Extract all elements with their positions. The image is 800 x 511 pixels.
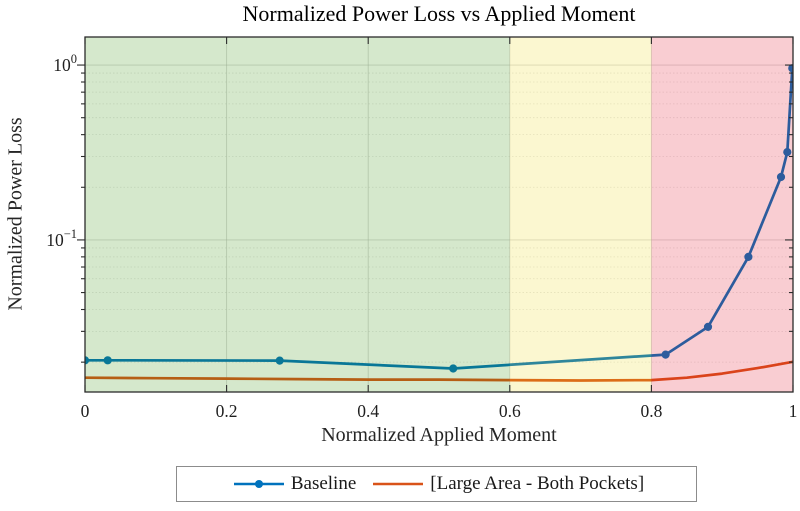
plot-area: 0 0.2 0.4 0.6 0.8 1 100 10−1 [46,36,798,421]
legend-entry-baseline: Baseline [290,473,357,494]
svg-text:0.2: 0.2 [216,401,238,421]
legend-entry-large-area: [Large Area - Both Pockets] [430,473,645,494]
large-area-line-icon [372,476,424,492]
chart-title: Normalized Power Loss vs Applied Moment [242,1,636,26]
legend: Baseline [Large Area - Both Pockets] [176,466,697,502]
svg-text:0.6: 0.6 [499,401,521,421]
svg-text:1: 1 [789,401,798,421]
svg-text:10−1: 10−1 [46,227,77,250]
baseline-line-icon [233,476,285,492]
svg-text:100: 100 [53,52,77,75]
svg-text:0.4: 0.4 [357,401,379,421]
svg-text:0: 0 [81,401,90,421]
x-axis-label: Normalized Applied Moment [321,424,557,446]
svg-text:0.8: 0.8 [640,401,662,421]
